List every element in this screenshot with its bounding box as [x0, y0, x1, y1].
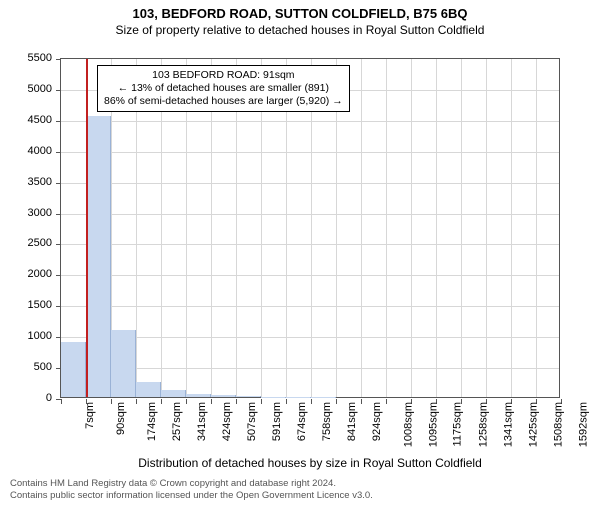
x-tick-label: 591sqm: [271, 402, 283, 441]
x-tick-mark: [136, 399, 137, 404]
gridline-v: [536, 59, 537, 397]
x-tick-label: 1592sqm: [577, 402, 589, 447]
x-tick-label: 7sqm: [84, 402, 96, 429]
y-tick-label: 4000: [12, 145, 52, 157]
annotation-line-1: 103 BEDFORD ROAD: 91sqm: [104, 69, 343, 82]
histogram-bar: [161, 390, 186, 397]
gridline-v: [461, 59, 462, 397]
y-tick-label: 1500: [12, 299, 52, 311]
histogram-bar: [86, 116, 111, 397]
x-tick-label: 1095sqm: [427, 402, 439, 447]
annotation-line-2: ← 13% of detached houses are smaller (89…: [104, 82, 343, 95]
gridline-v: [486, 59, 487, 397]
gridline-v: [411, 59, 412, 397]
y-tick-label: 3000: [12, 207, 52, 219]
y-tick-mark: [56, 152, 61, 153]
y-tick-mark: [56, 59, 61, 60]
x-tick-label: 1508sqm: [552, 402, 564, 447]
page-title: 103, BEDFORD ROAD, SUTTON COLDFIELD, B75…: [0, 6, 600, 21]
x-tick-mark: [61, 399, 62, 404]
x-tick-label: 1175sqm: [451, 402, 463, 446]
annotation-box: 103 BEDFORD ROAD: 91sqm← 13% of detached…: [97, 65, 350, 112]
y-tick-label: 2500: [12, 237, 52, 249]
x-tick-label: 1425sqm: [527, 402, 539, 447]
x-tick-mark: [211, 399, 212, 404]
y-tick-label: 0: [12, 392, 52, 404]
histogram-bar: [111, 330, 136, 397]
x-tick-label: 424sqm: [221, 402, 233, 441]
y-tick-mark: [56, 337, 61, 338]
x-tick-label: 174sqm: [146, 402, 158, 441]
y-tick-mark: [56, 214, 61, 215]
x-tick-mark: [261, 399, 262, 404]
x-tick-label: 841sqm: [346, 402, 358, 441]
x-tick-label: 257sqm: [171, 402, 183, 441]
footer-line-1: Contains HM Land Registry data © Crown c…: [10, 478, 373, 490]
x-tick-label: 1008sqm: [402, 402, 414, 447]
chart-area: Number of detached properties 103 BEDFOR…: [60, 58, 560, 398]
x-tick-label: 341sqm: [196, 402, 208, 441]
histogram-bar: [236, 396, 261, 397]
x-tick-label: 90sqm: [115, 402, 127, 435]
y-tick-mark: [56, 183, 61, 184]
y-tick-label: 500: [12, 361, 52, 373]
histogram-bar: [136, 382, 161, 397]
y-tick-mark: [56, 121, 61, 122]
x-tick-label: 1341sqm: [502, 402, 514, 447]
x-tick-mark: [186, 399, 187, 404]
x-tick-mark: [236, 399, 237, 404]
histogram-bar: [61, 342, 86, 397]
x-tick-mark: [336, 399, 337, 404]
footer-attribution: Contains HM Land Registry data © Crown c…: [10, 478, 373, 502]
x-tick-mark: [386, 399, 387, 404]
y-tick-label: 2000: [12, 268, 52, 280]
x-tick-mark: [161, 399, 162, 404]
y-tick-label: 5000: [12, 83, 52, 95]
y-tick-mark: [56, 275, 61, 276]
footer-line-2: Contains public sector information licen…: [10, 490, 373, 502]
annotation-line-3: 86% of semi-detached houses are larger (…: [104, 95, 343, 108]
chart-container: 103, BEDFORD ROAD, SUTTON COLDFIELD, B75…: [0, 6, 600, 506]
x-tick-label: 758sqm: [321, 402, 333, 441]
plot-area: 103 BEDFORD ROAD: 91sqm← 13% of detached…: [60, 58, 560, 398]
x-tick-label: 674sqm: [296, 402, 308, 441]
x-tick-mark: [311, 399, 312, 404]
x-tick-mark: [286, 399, 287, 404]
gridline-v: [361, 59, 362, 397]
x-tick-label: 924sqm: [371, 402, 383, 441]
y-tick-mark: [56, 90, 61, 91]
y-tick-label: 1000: [12, 330, 52, 342]
gridline-v: [511, 59, 512, 397]
histogram-bar: [211, 395, 236, 397]
y-tick-mark: [56, 306, 61, 307]
y-tick-label: 3500: [12, 176, 52, 188]
gridline-v: [386, 59, 387, 397]
reference-vline: [86, 59, 88, 397]
x-tick-mark: [361, 399, 362, 404]
gridline-v: [436, 59, 437, 397]
histogram-bar: [186, 394, 211, 397]
chart-subtitle: Size of property relative to detached ho…: [0, 23, 600, 37]
x-tick-label: 507sqm: [246, 402, 258, 441]
x-tick-label: 1258sqm: [477, 402, 489, 447]
x-tick-mark: [111, 399, 112, 404]
y-tick-mark: [56, 244, 61, 245]
y-tick-label: 5500: [12, 52, 52, 64]
y-tick-label: 4500: [12, 114, 52, 126]
x-axis-label: Distribution of detached houses by size …: [60, 456, 560, 470]
